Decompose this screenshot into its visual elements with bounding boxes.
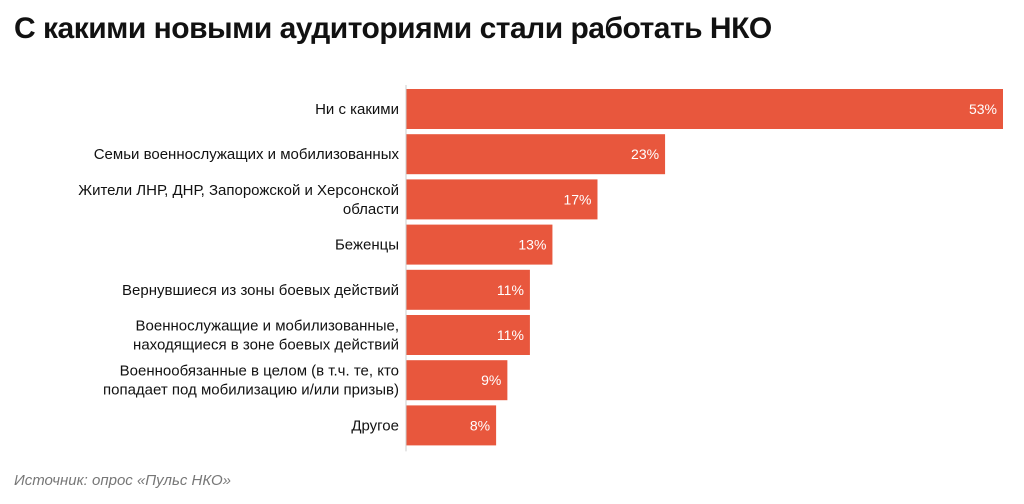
bar [406, 405, 497, 446]
bar [406, 224, 553, 265]
bar-value-label: 13% [518, 237, 546, 253]
bar-value-label: 9% [481, 372, 501, 388]
bar [406, 360, 508, 401]
category-label: Другое [351, 417, 399, 434]
bar-value-label: 11% [497, 327, 524, 343]
category-label: Семьи военнослужащих и мобилизованных [94, 146, 400, 163]
bar-value-label: 53% [969, 101, 997, 117]
category-label: Вернувшиеся из зоны боевых действий [122, 282, 399, 299]
bar [406, 315, 530, 355]
category-label: Ни с какими [315, 101, 399, 118]
bar [406, 269, 530, 310]
category-label: Военнослужащие и мобилизованные, находящи… [133, 318, 399, 354]
bar [406, 134, 666, 175]
bar-value-label: 17% [563, 191, 591, 207]
source-note: Источник: опрос «Пульс НКО» [14, 472, 232, 489]
category-label: Беженцы [335, 237, 399, 254]
chart-title: С какими новыми аудиториями стали работа… [14, 12, 772, 45]
bar [406, 89, 1003, 129]
bar-value-label: 23% [631, 146, 659, 162]
category-label: Военнообязанные в целом (в т.ч. те, кто п… [103, 363, 399, 399]
bar [406, 179, 598, 220]
bar-value-label: 8% [470, 417, 490, 433]
category-label: Жители ЛНР, ДНР, Запорожской и Херсонско… [78, 182, 399, 218]
bar-value-label: 11% [497, 282, 524, 298]
